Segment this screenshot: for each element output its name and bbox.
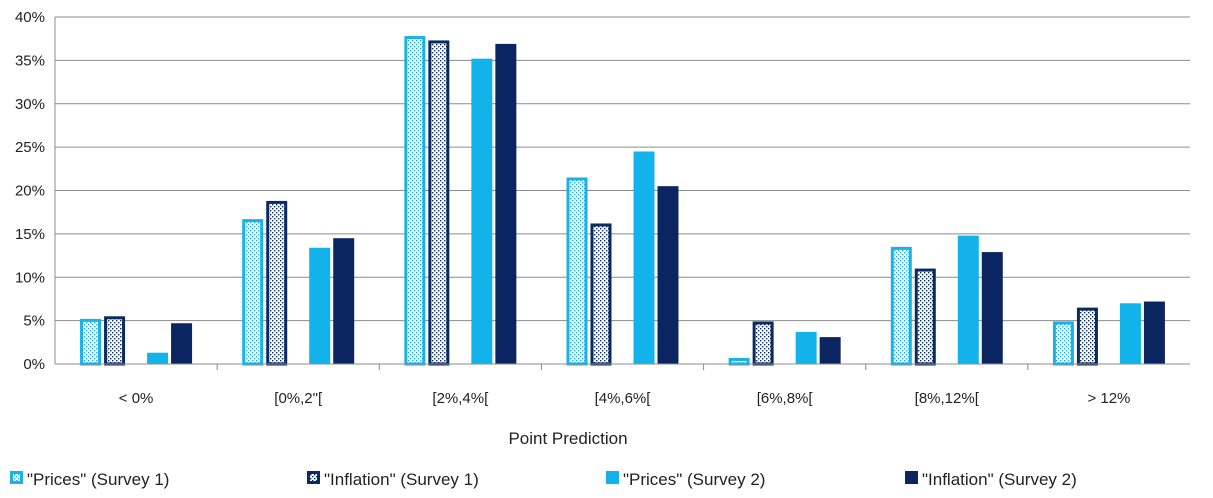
bar [657, 186, 679, 364]
bar [566, 177, 588, 366]
legend-swatch [10, 471, 23, 484]
legend-label: "Prices" (Survey 1) [27, 470, 169, 489]
bar [795, 331, 817, 364]
bar [147, 352, 169, 364]
bar [819, 337, 841, 364]
legend: "Prices" (Survey 1) "Inflation" (Survey 1… [10, 470, 1077, 489]
bar [1052, 321, 1074, 366]
legend-label: "Prices" (Survey 2) [623, 470, 765, 489]
legend-label: "Inflation" (Survey 1) [324, 470, 479, 489]
bars [80, 36, 1165, 366]
bar [333, 238, 355, 364]
bar [981, 252, 1003, 364]
legend-swatch [307, 471, 320, 484]
x-tick-label: [2%,4%[ [432, 390, 489, 407]
y-tick-label: 40% [15, 9, 45, 26]
x-tick-label: < 0% [119, 390, 154, 407]
bar [1076, 307, 1098, 366]
bar [404, 36, 426, 366]
bar [428, 40, 450, 366]
legend-label: "Inflation" (Survey 2) [922, 470, 1077, 489]
bar [728, 357, 750, 366]
bar [309, 247, 331, 364]
x-tick-labels: < 0% [0%,2"[ [2%,4%[ [4%,6%[ [6%,8%[ [8%,12%[… [119, 390, 1131, 407]
bar [495, 43, 517, 365]
y-tick-label: 35% [15, 52, 45, 69]
bar [80, 318, 102, 366]
bar [957, 235, 979, 364]
bar [1143, 301, 1165, 364]
gridlines [55, 16, 1190, 322]
x-tick-label: [0%,2"[ [274, 390, 323, 407]
axes [54, 17, 1190, 370]
bar [104, 316, 126, 366]
y-tick-label: 10% [15, 269, 45, 286]
y-tick-label: 25% [15, 139, 45, 156]
x-tick-label: [4%,6%[ [595, 390, 652, 407]
y-tick-label: 0% [23, 356, 45, 373]
bar [266, 200, 288, 366]
bar [471, 58, 493, 364]
y-tick-label: 5% [23, 313, 45, 330]
bar [590, 223, 612, 366]
bar [242, 219, 264, 366]
bar [752, 321, 774, 366]
y-tick-label: 20% [15, 183, 45, 200]
bar [890, 246, 912, 366]
x-tick-label: [6%,8%[ [757, 390, 814, 407]
y-tick-label: 15% [15, 226, 45, 243]
y-tick-labels: 0% 5% 10% 15% 20% 25% 30% 35% 40% [15, 9, 45, 373]
bar [914, 268, 936, 366]
legend-swatch [606, 471, 619, 484]
bar [633, 151, 655, 364]
x-axis-title: Point Prediction [508, 429, 627, 448]
legend-swatch [905, 471, 918, 484]
y-tick-label: 30% [15, 96, 45, 113]
x-tick-label: [8%,12%[ [915, 390, 980, 407]
bar [171, 323, 193, 364]
bar [1119, 303, 1141, 364]
x-tick-label: > 12% [1087, 390, 1130, 407]
